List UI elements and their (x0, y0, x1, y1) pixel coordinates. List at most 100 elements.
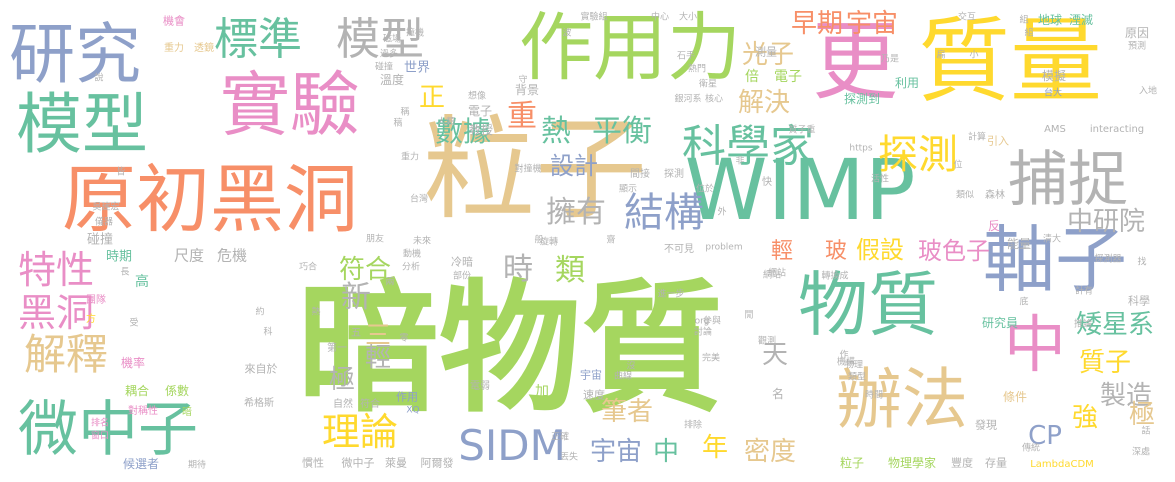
word: 三 (364, 321, 392, 351)
word: 輕 (364, 343, 392, 373)
word: 扁 (936, 50, 946, 61)
word: 時 (503, 252, 533, 287)
word: 預測 (1127, 41, 1147, 52)
word: 數據 (434, 115, 492, 148)
word: 測量 (755, 45, 777, 59)
word: 清大 (1042, 234, 1062, 245)
word: 底 (1019, 297, 1029, 308)
word: 排除 (683, 420, 703, 431)
word: 符合 (360, 399, 380, 410)
word: 危機 (216, 246, 248, 265)
word: 探測器 (1094, 254, 1122, 265)
word: 作用 (396, 390, 418, 404)
word: 自然 (333, 399, 353, 410)
word: 更 (812, 12, 898, 112)
word: 對撞機 (514, 164, 542, 175)
word: 熱 (541, 114, 571, 149)
word: 模擬 (1041, 69, 1067, 83)
word: 矮星系 (1075, 310, 1155, 340)
word: 耦合 (124, 384, 150, 398)
word: 討論 (693, 327, 713, 338)
word: 慣性 (302, 456, 324, 470)
word: 速度 (583, 388, 605, 402)
word: 時期 (105, 249, 133, 265)
word: 快 (762, 177, 772, 188)
word: 稿 (393, 118, 403, 129)
word: 撞機 (405, 28, 425, 39)
word: 兩 (385, 277, 395, 288)
word: 位於 (695, 184, 715, 195)
word: 外 (717, 207, 727, 218)
word: 觀測 (757, 336, 777, 347)
word: 粒子 (423, 105, 647, 235)
word: 輕 (770, 239, 794, 264)
word: 皆 (116, 167, 126, 178)
word: 中 (1003, 308, 1067, 381)
word: 正確 (550, 432, 570, 443)
word: 組 (1019, 15, 1029, 26)
word: 森林 (985, 190, 1005, 201)
word: 光子 (741, 40, 795, 70)
word: 宇宙 (845, 9, 899, 39)
word: 類 (555, 253, 585, 288)
word: 完美 (701, 353, 721, 364)
word: 想像 (467, 91, 487, 102)
word: 候選者 (122, 457, 160, 471)
word: 高 (135, 274, 149, 290)
word: 極 (328, 365, 356, 395)
word: 大小 (678, 12, 698, 23)
word: 交互 (957, 12, 977, 23)
word: 符合 (338, 255, 392, 285)
word: 過多 (379, 49, 399, 60)
word: 五 (351, 328, 361, 339)
word: 捕捉 (1008, 145, 1128, 215)
word: 碰撞 (374, 62, 394, 73)
word: 透鏡 (194, 43, 214, 54)
word: 阿爾發 (420, 456, 454, 470)
word: 正 (418, 83, 446, 113)
word: 受 (129, 318, 139, 329)
word: 間接 (630, 169, 650, 180)
word: 磁場 (382, 34, 402, 45)
word: 重 (507, 99, 537, 134)
word: 質量 (917, 8, 1103, 115)
word: 機率 (120, 356, 146, 370)
word: 世界 (403, 60, 431, 76)
word: 重力 (400, 152, 420, 163)
word: 銀河系 (674, 94, 702, 105)
word: 話 (1141, 426, 1151, 437)
word: 宇宙 (589, 437, 643, 467)
word: 引入 (987, 134, 1009, 148)
word: 深處 (1131, 447, 1151, 458)
word: 玻色子 (918, 237, 990, 265)
word: 衛星 (698, 79, 718, 90)
word: 組 (1024, 28, 1034, 39)
word: 時間 (864, 390, 884, 401)
word: 推論 (1073, 319, 1093, 330)
word: 進一步 (657, 289, 685, 300)
word: 轉換成 (821, 271, 849, 282)
word: 熱 (311, 307, 321, 318)
word: 探測 (878, 132, 958, 178)
word: 小 (969, 50, 979, 61)
word: AMS (1044, 124, 1066, 135)
word: 網站 (767, 268, 787, 279)
word: 密度 (743, 437, 797, 467)
word: 極 (1128, 400, 1156, 430)
word: 計有 (1074, 286, 1094, 297)
word: 理論 (321, 410, 399, 454)
word: 微中子 (18, 395, 198, 465)
word: 原初黑洞 (62, 157, 358, 243)
word: 教授 (468, 123, 494, 137)
word: 背景 (514, 83, 540, 97)
word: 製造 (1099, 381, 1153, 411)
word: 名 (771, 387, 785, 401)
word: 電子 (774, 69, 802, 85)
word: 傳統 (1021, 443, 1041, 454)
word: 暗 (182, 407, 192, 418)
word: interacting (1089, 124, 1145, 135)
word: 般 (534, 235, 544, 246)
word: 入地 (1138, 86, 1158, 97)
word: 稱 (400, 107, 410, 118)
word: 科學 (1128, 294, 1150, 308)
